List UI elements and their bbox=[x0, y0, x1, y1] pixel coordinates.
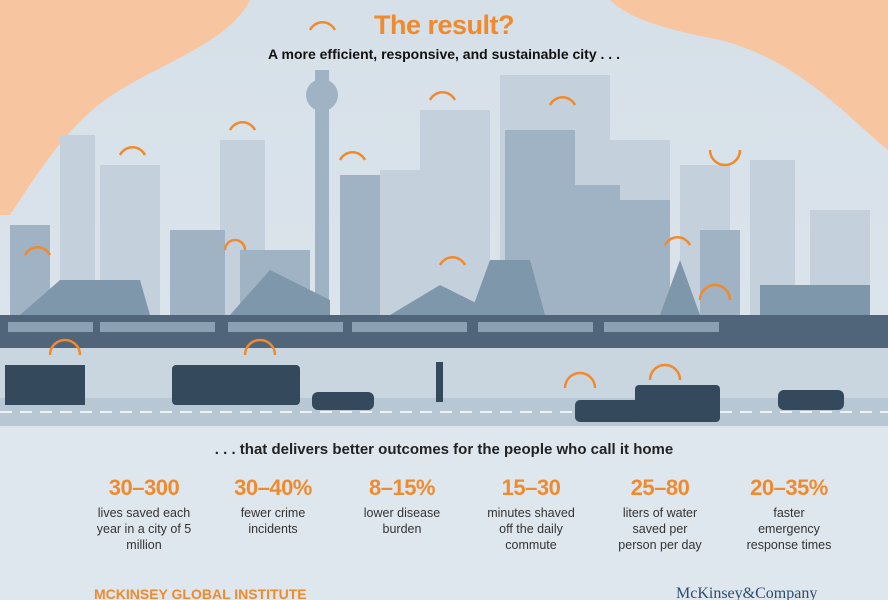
stat-label: fewer crime incidents bbox=[211, 505, 335, 537]
section-heading: . . . that delivers better outcomes for … bbox=[0, 441, 888, 458]
stat-value: 20–35% bbox=[727, 475, 851, 501]
subtitle: A more efficient, responsive, and sustai… bbox=[0, 46, 888, 62]
stat-label: minutes shaved off the daily commute bbox=[469, 505, 593, 553]
infographic: The result? A more efficient, responsive… bbox=[0, 0, 888, 600]
stat-value: 8–15% bbox=[340, 475, 464, 501]
stat-value: 30–300 bbox=[82, 475, 206, 501]
stat-label: lives saved each year in a city of 5 mil… bbox=[82, 505, 206, 553]
stat: 30–300 lives saved each year in a city of… bbox=[82, 475, 206, 553]
stat: 20–35% faster emergency response times bbox=[727, 475, 851, 553]
stat: 30–40% fewer crime incidents bbox=[211, 475, 335, 537]
stat-value: 25–80 bbox=[598, 475, 722, 501]
title: The result? bbox=[0, 10, 888, 41]
stat-label: liters of water saved per person per day bbox=[598, 505, 722, 553]
stat: 25–80 liters of water saved per person pe… bbox=[598, 475, 722, 553]
stat-label: lower disease burden bbox=[340, 505, 464, 537]
stat: 15–30 minutes shaved off the daily commut… bbox=[469, 475, 593, 553]
stat-value: 30–40% bbox=[211, 475, 335, 501]
stat-value: 15–30 bbox=[469, 475, 593, 501]
footer-right: McKinsey&Company bbox=[676, 585, 817, 600]
footer-left: MCKINSEY GLOBAL INSTITUTE bbox=[94, 586, 307, 600]
stat-label: faster emergency response times bbox=[727, 505, 851, 553]
stat: 8–15% lower disease burden bbox=[340, 475, 464, 537]
